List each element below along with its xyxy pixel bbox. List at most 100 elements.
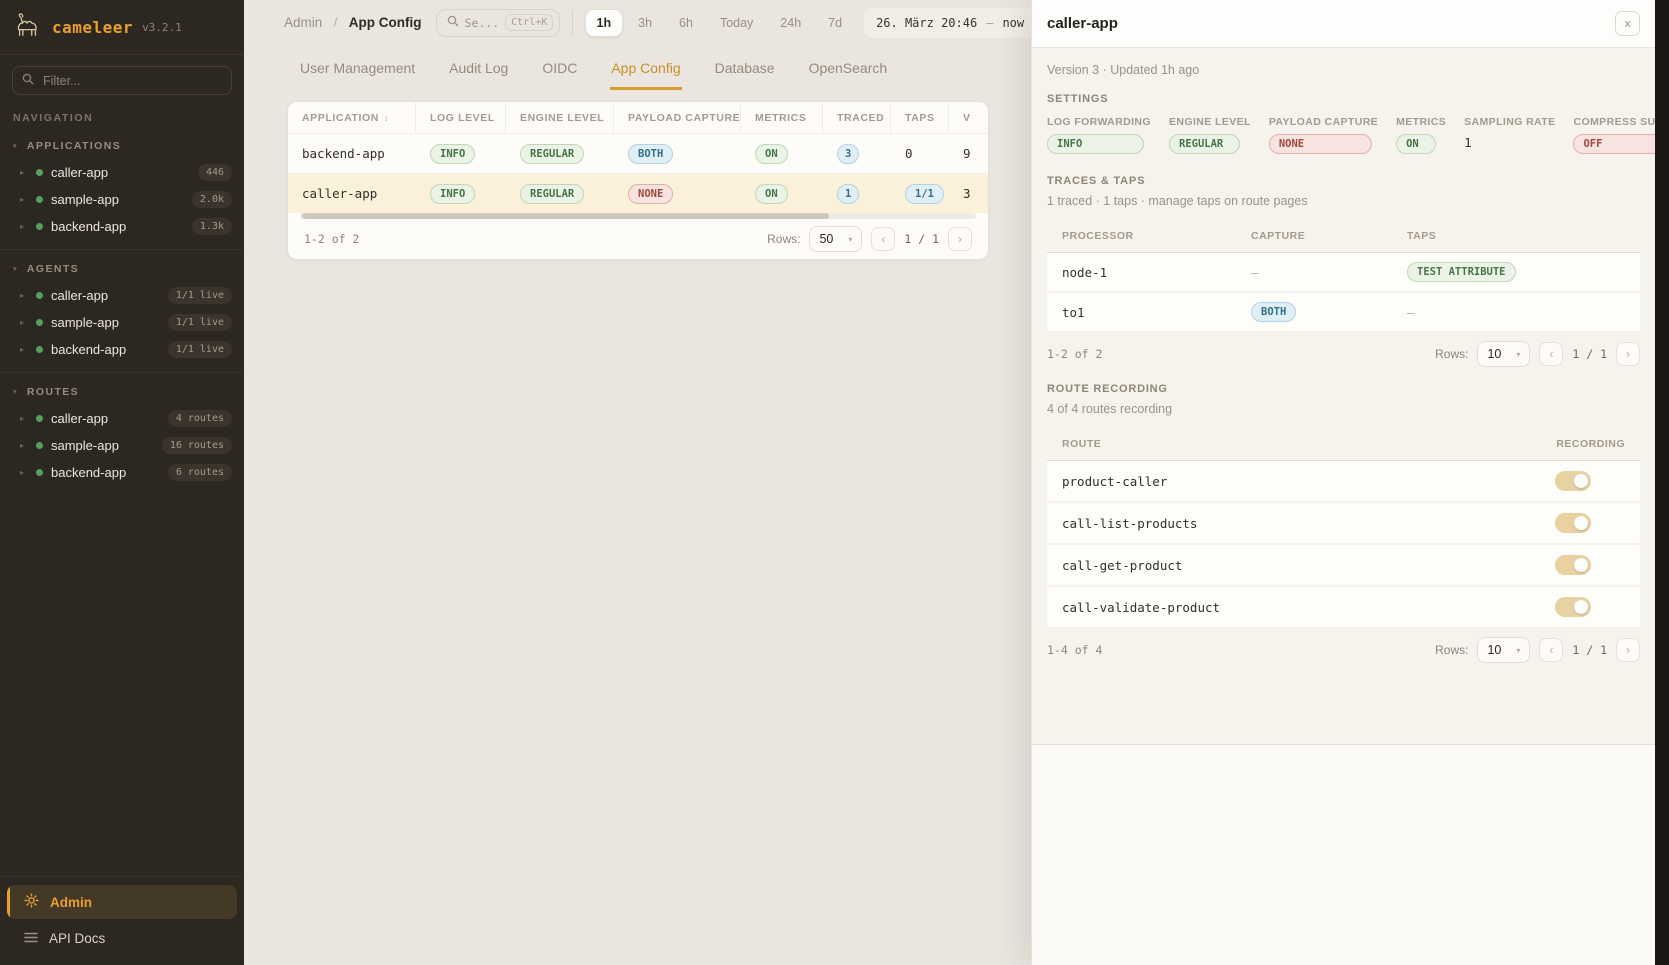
rows-per-page-select[interactable]: 50 ▾ xyxy=(809,226,863,252)
caret-down-icon: ▾ xyxy=(13,265,18,273)
recording-toggle-on[interactable] xyxy=(1555,555,1591,575)
time-range-today[interactable]: Today xyxy=(719,15,754,30)
breadcrumb-admin[interactable]: Admin xyxy=(284,14,323,30)
next-page-button[interactable]: › xyxy=(1616,342,1640,366)
status-dot xyxy=(36,319,43,326)
tab-oidc[interactable]: OIDC xyxy=(542,60,578,76)
time-range-6h[interactable]: 6h xyxy=(679,15,693,30)
table-row-caller-app-selected[interactable]: caller-app INFO REGULAR NONE ON 1 1/1 3 xyxy=(288,173,988,213)
caret-down-icon: ▾ xyxy=(13,142,18,150)
recording-toggle-on[interactable] xyxy=(1555,513,1591,533)
section-header-routes[interactable]: ▾ ROUTES xyxy=(0,379,244,405)
date-range-button[interactable]: 26. März 20:46 — now xyxy=(864,7,1037,38)
sidebar-item-agents-backend-app[interactable]: ▸ backend-app 1/1 live xyxy=(0,336,244,363)
item-label: sample-app xyxy=(51,438,119,453)
column-header-application[interactable]: APPLICATION ↕ xyxy=(288,102,416,133)
recording-table-footer: 1-4 of 4 Rows: 10 ▾ ‹ 1 / 1 › xyxy=(1047,629,1640,671)
payload-capture-value: NONE xyxy=(1268,134,1372,154)
search-icon xyxy=(22,72,34,90)
prev-page-button[interactable]: ‹ xyxy=(871,227,896,251)
recording-cell xyxy=(1555,471,1625,491)
time-range-7d[interactable]: 7d xyxy=(828,15,843,30)
page-indicator: 1 / 1 xyxy=(904,232,939,246)
recording-subtitle: 4 of 4 routes recording xyxy=(1047,402,1173,416)
next-page-button[interactable]: › xyxy=(948,227,972,251)
column-header-taps: TAPS xyxy=(1407,230,1437,242)
app-logo[interactable]: cameleer v3.2.1 xyxy=(0,0,244,55)
sidebar-item-admin[interactable]: Admin xyxy=(7,885,237,919)
field-metrics: METRICS ON xyxy=(1396,116,1446,154)
cell-application: caller-app xyxy=(302,186,378,201)
rows-per-page-select[interactable]: 10 ▾ xyxy=(1477,341,1531,367)
route-row-product-caller[interactable]: product-caller xyxy=(1047,461,1640,503)
tab-user-management[interactable]: User Management xyxy=(300,60,416,76)
sidebar-spacer xyxy=(0,495,244,876)
table-row-backend-app[interactable]: backend-app INFO REGULAR BOTH ON 3 0 9 xyxy=(288,133,988,173)
section-header-agents[interactable]: ▾ AGENTS xyxy=(0,256,244,282)
field-compress-success: COMPRESS SUCCESS OFF xyxy=(1573,116,1655,154)
scrollbar-thumb[interactable] xyxy=(302,213,830,219)
time-range-24h[interactable]: 24h xyxy=(780,15,802,30)
sidebar-item-applications-caller-app[interactable]: ▸ caller-app 446 xyxy=(0,159,244,186)
sidebar-section-routes: ▾ ROUTES ▸ caller-app 4 routes ▸ sample-… xyxy=(0,373,244,495)
item-label: backend-app xyxy=(51,465,127,480)
recording-table-header: ROUTE RECORDING xyxy=(1047,428,1640,461)
section-label: APPLICATIONS xyxy=(26,140,122,152)
sidebar-item-agents-caller-app[interactable]: ▸ caller-app 1/1 live xyxy=(0,282,244,309)
sidebar-item-applications-backend-app[interactable]: ▸ backend-app 1.3k xyxy=(0,213,244,240)
tab-database[interactable]: Database xyxy=(714,60,775,76)
sort-icon[interactable]: ↕ xyxy=(384,112,390,123)
status-dot xyxy=(36,469,43,476)
field-log-forwarding: LOG FORWARDING INFO xyxy=(1047,116,1151,154)
rows-per-page-select[interactable]: 10 ▾ xyxy=(1477,637,1531,663)
tab-app-config[interactable]: App Config xyxy=(610,60,682,90)
status-dot xyxy=(36,415,43,422)
time-range-group: 1h 3h 6h Today 24h 7d xyxy=(584,8,855,37)
recording-toggle-on[interactable] xyxy=(1555,471,1591,491)
nav-section-label: NAVIGATION xyxy=(13,112,94,124)
settings-section-label: SETTINGS xyxy=(1047,93,1109,105)
sampling-rate-value: 1 xyxy=(1464,135,1472,150)
prev-page-button[interactable]: ‹ xyxy=(1539,638,1564,662)
trace-row-to1[interactable]: to1 BOTH — xyxy=(1047,293,1640,333)
field-sampling-rate: SAMPLING RATE 1 xyxy=(1464,116,1556,150)
section-header-applications[interactable]: ▾ APPLICATIONS xyxy=(0,133,244,159)
breadcrumb-current: App Config xyxy=(348,14,422,30)
sidebar-item-api-docs[interactable]: API Docs xyxy=(7,921,237,955)
sidebar-item-routes-backend-app[interactable]: ▸ backend-app 6 routes xyxy=(0,459,244,486)
column-header-traced: TRACED xyxy=(823,102,891,133)
caret-down-icon: ▾ xyxy=(13,388,18,396)
close-button[interactable]: x xyxy=(1615,11,1640,36)
next-page-button[interactable]: › xyxy=(1616,638,1640,662)
recording-toggle-on[interactable] xyxy=(1555,597,1591,617)
toggle-knob xyxy=(1574,600,1588,614)
tab-opensearch[interactable]: OpenSearch xyxy=(808,60,888,76)
route-row-call-validate-product[interactable]: call-validate-product xyxy=(1047,587,1640,629)
routes-badge: 6 routes xyxy=(167,464,232,481)
trace-row-node-1[interactable]: node-1 — TEST ATTRIBUTE xyxy=(1047,253,1640,293)
prev-page-button[interactable]: ‹ xyxy=(1539,342,1564,366)
column-header-version: V xyxy=(963,111,971,124)
route-row-call-list-products[interactable]: call-list-products xyxy=(1047,503,1640,545)
taps-value: — xyxy=(1407,304,1415,320)
global-search[interactable]: Se... Ctrl+K xyxy=(435,8,560,37)
sidebar-item-agents-sample-app[interactable]: ▸ sample-app 1/1 live xyxy=(0,309,244,336)
route-row-call-get-product[interactable]: call-get-product xyxy=(1047,545,1640,587)
chevron-down-icon: ▾ xyxy=(848,234,853,244)
sidebar-item-routes-caller-app[interactable]: ▸ caller-app 4 routes xyxy=(0,405,244,432)
cell-taps: 1/1 xyxy=(891,183,949,204)
cell-taps: 0 xyxy=(905,146,913,161)
sidebar-filter[interactable] xyxy=(12,66,232,95)
horizontal-scrollbar[interactable] xyxy=(300,213,976,219)
time-range-3h[interactable]: 3h xyxy=(638,15,653,30)
column-header-capture: CAPTURE xyxy=(1251,230,1306,242)
filter-input[interactable] xyxy=(41,72,222,89)
date-to: now xyxy=(1002,15,1025,30)
time-range-1h[interactable]: 1h xyxy=(584,8,624,37)
table-footer: 1-2 of 2 Rows: 50 ▾ ‹ 1 / 1 › xyxy=(288,219,988,259)
sidebar-item-applications-sample-app[interactable]: ▸ sample-app 2.0k xyxy=(0,186,244,213)
tab-audit-log[interactable]: Audit Log xyxy=(449,60,509,76)
live-badge: 1/1 live xyxy=(167,341,232,358)
sidebar-item-routes-sample-app[interactable]: ▸ sample-app 16 routes xyxy=(0,432,244,459)
cell-log-level: INFO xyxy=(416,183,506,204)
